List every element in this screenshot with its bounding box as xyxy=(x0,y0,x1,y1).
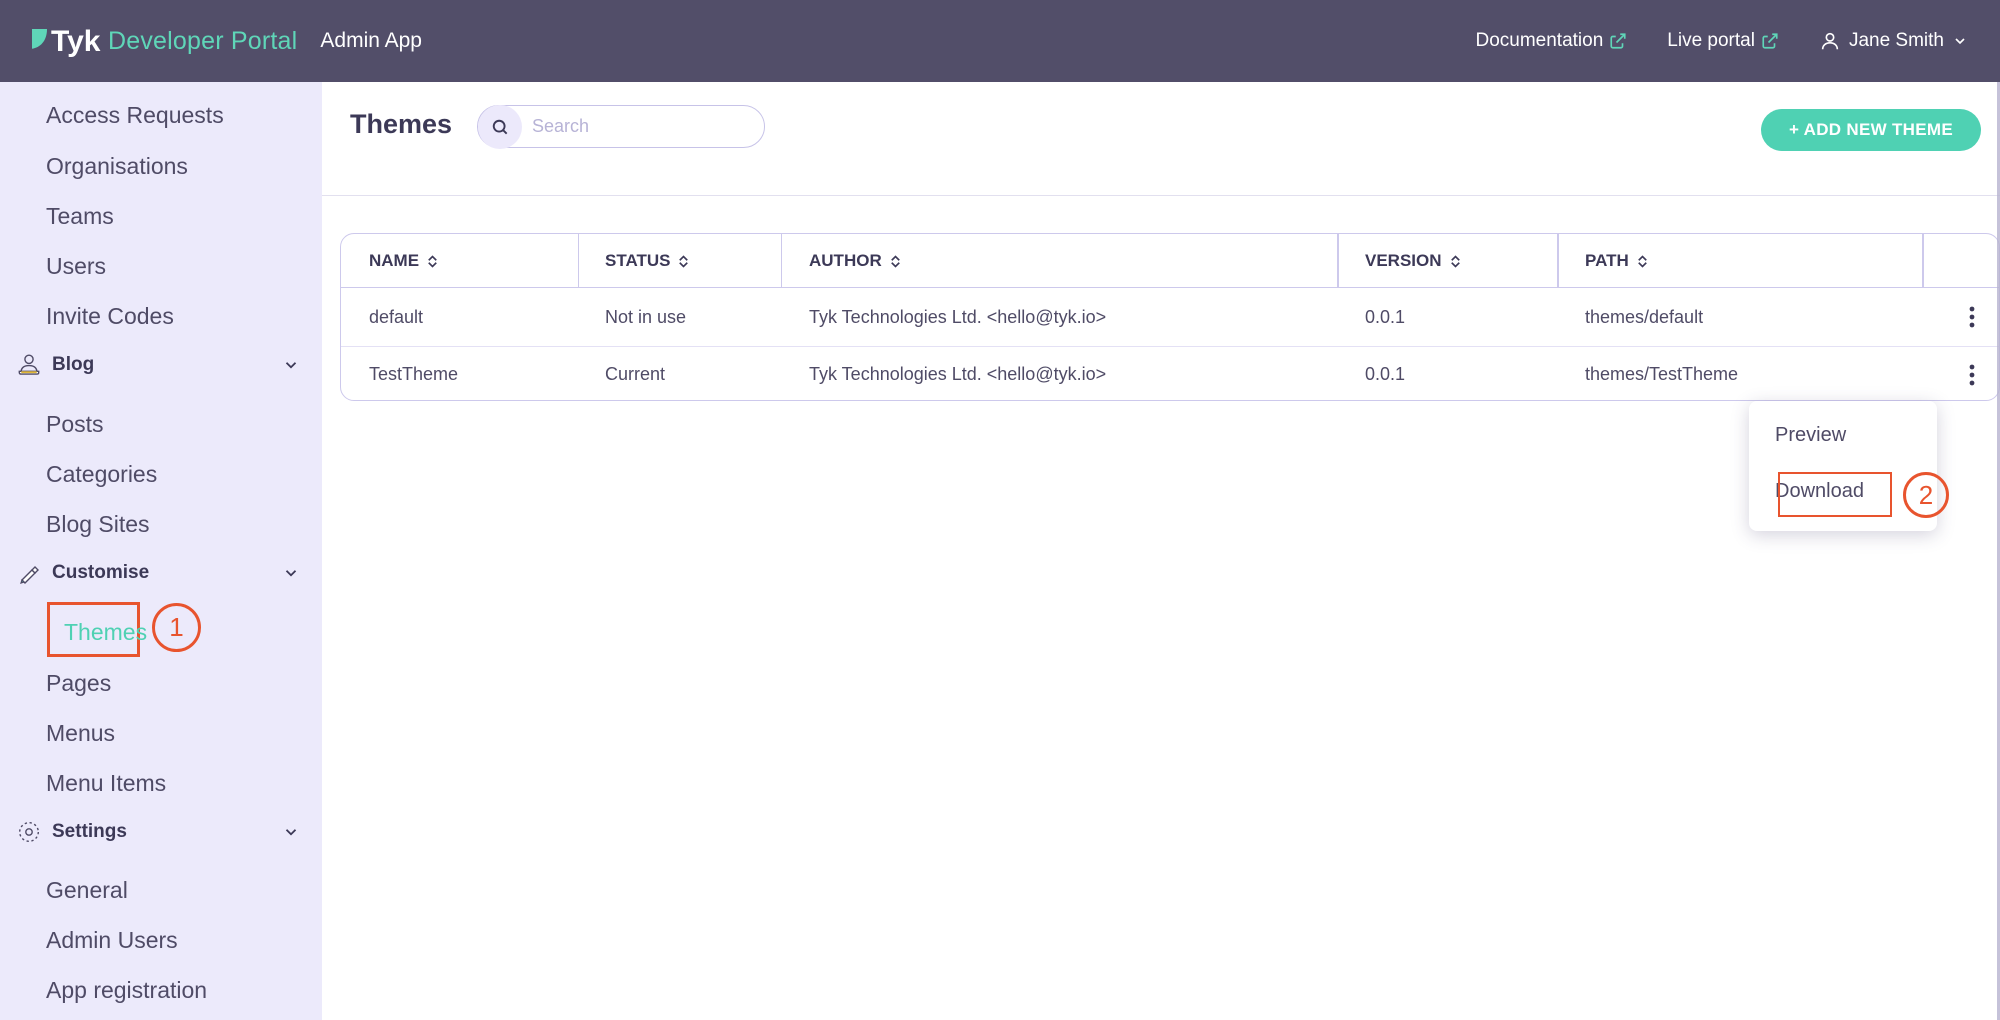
svg-text:Tyk: Tyk xyxy=(51,25,101,58)
